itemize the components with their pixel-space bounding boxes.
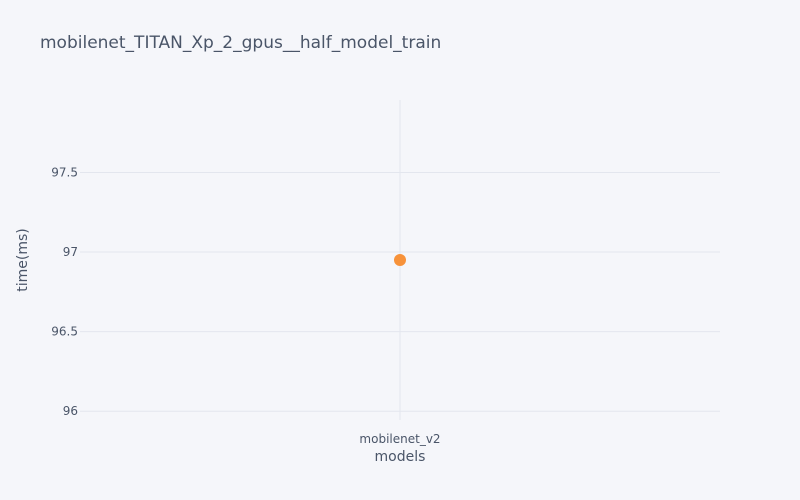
x-axis-title: models: [375, 449, 426, 465]
tick-labels: 96 96.5 97 97.5 mobilenet_v2: [51, 165, 440, 446]
y-tick-label: 96.5: [51, 325, 78, 339]
y-tick-label: 97.5: [51, 165, 78, 179]
chart-title: mobilenet_TITAN_Xp_2_gpus__half_model_tr…: [40, 33, 442, 53]
y-axis-title: time(ms): [15, 228, 31, 292]
x-tick-label: mobilenet_v2: [359, 432, 440, 446]
y-tick-label: 97: [63, 245, 78, 259]
data-markers: [394, 254, 406, 266]
data-point[interactable]: [394, 254, 406, 266]
y-tick-label: 96: [63, 404, 78, 418]
